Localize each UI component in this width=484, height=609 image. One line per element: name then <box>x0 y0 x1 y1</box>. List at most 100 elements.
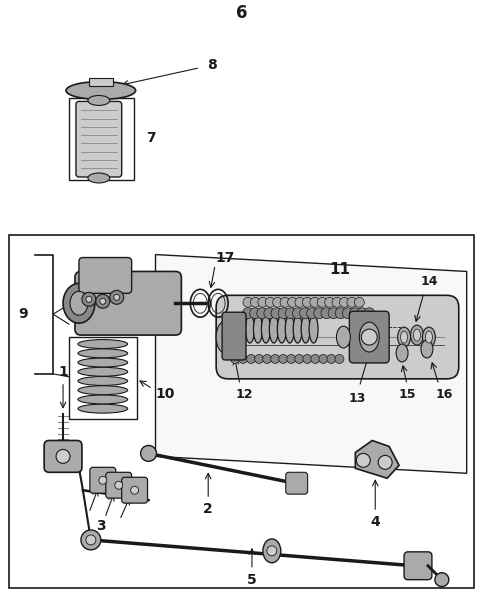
Ellipse shape <box>359 322 378 352</box>
FancyBboxPatch shape <box>106 473 131 498</box>
Ellipse shape <box>78 395 127 404</box>
Circle shape <box>86 535 96 545</box>
Ellipse shape <box>63 283 95 323</box>
Circle shape <box>82 292 96 306</box>
Ellipse shape <box>216 321 234 353</box>
Circle shape <box>310 354 319 364</box>
Ellipse shape <box>424 331 432 343</box>
Circle shape <box>361 329 377 345</box>
Circle shape <box>306 308 317 319</box>
Circle shape <box>262 354 271 364</box>
Text: 7: 7 <box>145 131 155 145</box>
Circle shape <box>356 454 369 467</box>
Circle shape <box>287 297 297 308</box>
Circle shape <box>285 308 296 319</box>
Circle shape <box>302 297 312 308</box>
FancyBboxPatch shape <box>222 312 245 360</box>
Circle shape <box>242 297 253 308</box>
FancyBboxPatch shape <box>75 272 181 335</box>
FancyBboxPatch shape <box>121 477 147 503</box>
Circle shape <box>249 308 260 319</box>
Circle shape <box>140 445 156 462</box>
FancyBboxPatch shape <box>285 473 307 494</box>
Circle shape <box>81 530 101 550</box>
Text: 8: 8 <box>207 58 217 72</box>
Ellipse shape <box>413 329 420 341</box>
Ellipse shape <box>78 385 127 395</box>
FancyBboxPatch shape <box>79 258 131 294</box>
Text: 5: 5 <box>246 572 257 586</box>
Text: 13: 13 <box>348 392 365 405</box>
Text: 16: 16 <box>434 389 452 401</box>
Circle shape <box>272 297 282 308</box>
Circle shape <box>257 297 267 308</box>
Ellipse shape <box>420 340 432 358</box>
Circle shape <box>130 486 138 494</box>
FancyBboxPatch shape <box>403 552 431 580</box>
Text: 15: 15 <box>397 389 415 401</box>
Ellipse shape <box>397 327 409 347</box>
Text: 1: 1 <box>58 365 68 379</box>
Ellipse shape <box>88 96 109 105</box>
Circle shape <box>354 297 363 308</box>
Ellipse shape <box>78 367 127 376</box>
Circle shape <box>280 297 289 308</box>
Circle shape <box>278 308 288 319</box>
FancyBboxPatch shape <box>216 295 458 379</box>
Ellipse shape <box>78 358 127 367</box>
Ellipse shape <box>78 340 127 348</box>
Circle shape <box>270 354 279 364</box>
Circle shape <box>294 354 303 364</box>
Circle shape <box>318 354 327 364</box>
Circle shape <box>56 449 70 463</box>
Circle shape <box>99 476 106 484</box>
Ellipse shape <box>269 315 278 343</box>
Text: 17: 17 <box>215 250 234 264</box>
Bar <box>9 234 473 588</box>
Circle shape <box>271 308 281 319</box>
Text: 2: 2 <box>203 502 212 516</box>
Ellipse shape <box>293 315 302 343</box>
Circle shape <box>96 294 109 308</box>
Circle shape <box>339 297 349 308</box>
Ellipse shape <box>400 331 407 343</box>
Bar <box>69 99 134 180</box>
Ellipse shape <box>262 539 280 563</box>
Text: 14: 14 <box>419 275 437 288</box>
Ellipse shape <box>237 315 246 343</box>
Ellipse shape <box>66 82 136 99</box>
FancyBboxPatch shape <box>76 102 121 177</box>
Circle shape <box>263 308 274 319</box>
Circle shape <box>334 308 346 319</box>
FancyBboxPatch shape <box>90 467 116 493</box>
Text: 11: 11 <box>328 262 349 277</box>
Circle shape <box>346 297 356 308</box>
Circle shape <box>254 354 263 364</box>
FancyBboxPatch shape <box>44 440 82 473</box>
Circle shape <box>278 354 287 364</box>
Circle shape <box>328 308 338 319</box>
Ellipse shape <box>78 376 127 385</box>
Ellipse shape <box>253 315 262 343</box>
Ellipse shape <box>78 349 127 357</box>
Ellipse shape <box>301 315 309 343</box>
Ellipse shape <box>245 315 254 343</box>
Circle shape <box>326 354 335 364</box>
Circle shape <box>302 354 311 364</box>
Text: 4: 4 <box>370 515 379 529</box>
Polygon shape <box>155 255 466 473</box>
Circle shape <box>356 308 367 319</box>
Circle shape <box>242 308 253 319</box>
Circle shape <box>342 308 353 319</box>
Circle shape <box>86 297 91 302</box>
Ellipse shape <box>70 291 88 315</box>
Ellipse shape <box>261 315 270 343</box>
Circle shape <box>324 297 334 308</box>
Text: 3: 3 <box>96 519 106 533</box>
Circle shape <box>294 297 304 308</box>
Circle shape <box>317 297 327 308</box>
Circle shape <box>265 297 274 308</box>
Circle shape <box>334 354 343 364</box>
Bar <box>69 337 136 418</box>
Text: 9: 9 <box>18 307 28 321</box>
